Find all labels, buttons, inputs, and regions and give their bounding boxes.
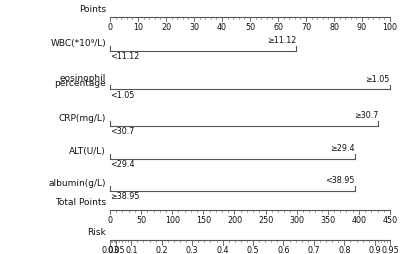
Text: 0.8: 0.8 (338, 246, 350, 254)
Text: albumin(g/L): albumin(g/L) (48, 180, 106, 188)
Text: 50: 50 (136, 216, 146, 225)
Text: <29.4: <29.4 (110, 160, 134, 169)
Text: 0: 0 (108, 216, 112, 225)
Text: ≥30.7: ≥30.7 (354, 111, 378, 120)
Text: ≥1.05: ≥1.05 (366, 75, 390, 84)
Text: 200: 200 (227, 216, 242, 225)
Text: 0.4: 0.4 (216, 246, 229, 254)
Text: 90: 90 (357, 23, 367, 32)
Text: 80: 80 (329, 23, 339, 32)
Text: 0.03: 0.03 (101, 246, 119, 254)
Text: 70: 70 (301, 23, 311, 32)
Text: 0: 0 (108, 23, 112, 32)
Text: <1.05: <1.05 (110, 91, 134, 100)
Text: ALT(U/L): ALT(U/L) (69, 147, 106, 156)
Text: Risk: Risk (87, 229, 106, 237)
Text: 0.2: 0.2 (156, 246, 168, 254)
Text: <11.12: <11.12 (110, 52, 139, 61)
Text: 150: 150 (196, 216, 211, 225)
Text: 60: 60 (273, 23, 283, 32)
Text: Points: Points (79, 5, 106, 14)
Text: 350: 350 (320, 216, 335, 225)
Text: 450: 450 (382, 216, 398, 225)
Text: ≥11.12: ≥11.12 (267, 36, 296, 45)
Text: 300: 300 (289, 216, 304, 225)
Text: 0.9: 0.9 (368, 246, 381, 254)
Text: Total Points: Total Points (55, 198, 106, 207)
Text: <30.7: <30.7 (110, 127, 134, 136)
Text: 250: 250 (258, 216, 273, 225)
Text: eosinophil: eosinophil (60, 74, 106, 83)
Text: percentage: percentage (54, 80, 106, 88)
Text: 50: 50 (245, 23, 255, 32)
Text: 0.05: 0.05 (107, 246, 125, 254)
Text: 0.1: 0.1 (125, 246, 138, 254)
Text: 30: 30 (189, 23, 199, 32)
Text: 0.5: 0.5 (247, 246, 259, 254)
Text: 40: 40 (217, 23, 227, 32)
Text: <38.95: <38.95 (326, 176, 355, 185)
Text: 0.95: 0.95 (381, 246, 399, 254)
Text: 100: 100 (382, 23, 398, 32)
Text: 0.6: 0.6 (277, 246, 290, 254)
Text: 0.3: 0.3 (186, 246, 198, 254)
Text: CRP(mg/L): CRP(mg/L) (59, 114, 106, 123)
Text: ≥29.4: ≥29.4 (330, 144, 355, 153)
Text: ≥38.95: ≥38.95 (110, 192, 140, 201)
Text: 0.7: 0.7 (308, 246, 320, 254)
Text: 20: 20 (161, 23, 171, 32)
Text: 400: 400 (351, 216, 366, 225)
Text: 100: 100 (165, 216, 180, 225)
Text: WBC(*10⁹/L): WBC(*10⁹/L) (50, 39, 106, 48)
Text: 10: 10 (133, 23, 143, 32)
